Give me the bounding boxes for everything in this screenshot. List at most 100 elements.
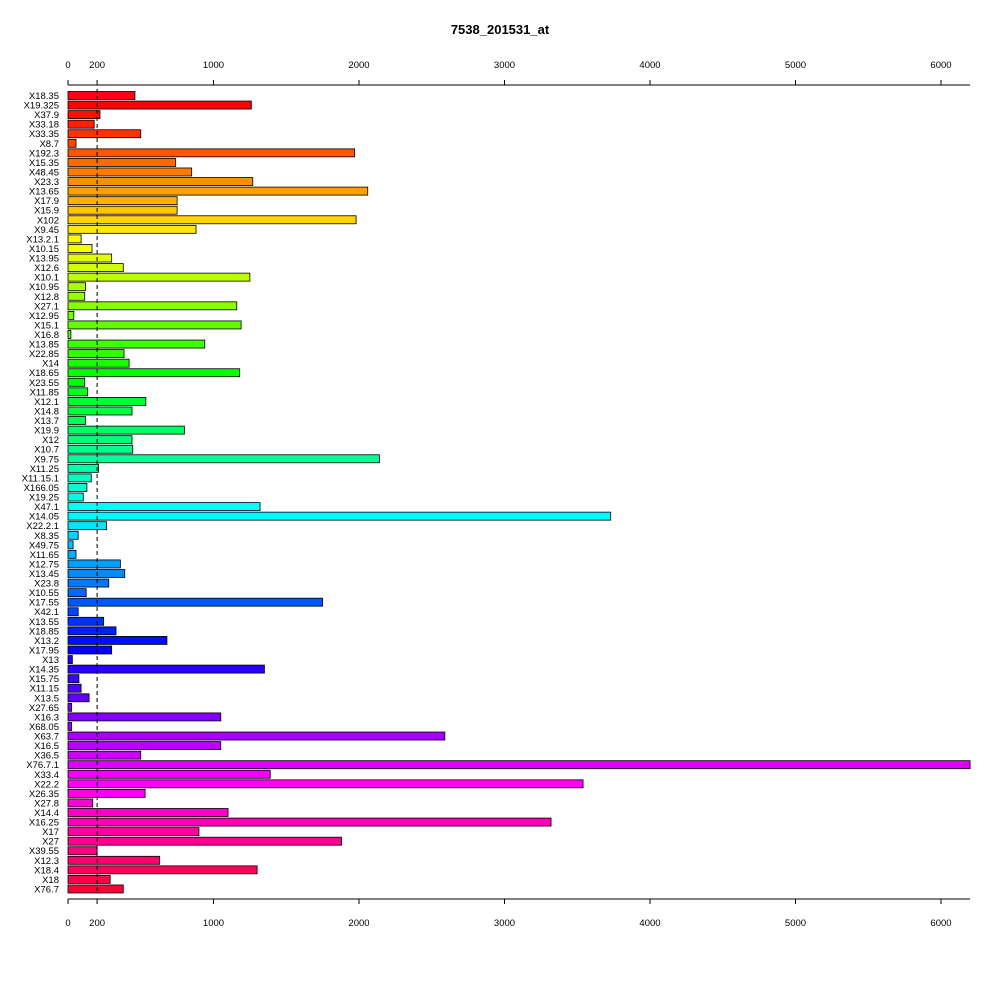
category-label: X11.15 xyxy=(30,684,59,695)
category-label: X15.9 xyxy=(34,206,59,217)
bar xyxy=(67,435,133,445)
bar xyxy=(67,607,79,617)
category-label: X14.4 xyxy=(34,808,59,819)
category-label: X14.8 xyxy=(34,406,59,417)
bar xyxy=(67,750,142,760)
bar xyxy=(67,559,121,569)
bar xyxy=(67,416,86,425)
bar xyxy=(67,91,136,100)
bar xyxy=(67,798,94,808)
category-label: X13.5 xyxy=(34,693,59,704)
category-label: X13.7 xyxy=(34,416,59,427)
category-label: X23.3 xyxy=(34,177,59,188)
x-tick-label-bottom: 1000 xyxy=(203,918,224,929)
bar xyxy=(67,444,134,454)
category-label: X166.05 xyxy=(24,483,59,494)
bar xyxy=(67,779,584,789)
category-label: X12.3 xyxy=(34,856,59,867)
bar xyxy=(67,167,193,177)
category-label: X49.75 xyxy=(29,540,59,551)
bar xyxy=(67,330,72,339)
category-label: X16.5 xyxy=(34,741,59,752)
category-label: X22.2 xyxy=(34,779,59,790)
bar xyxy=(67,788,146,798)
bar xyxy=(67,616,105,626)
category-label: X27.8 xyxy=(34,798,59,809)
category-label: X15.75 xyxy=(29,674,59,685)
bar xyxy=(67,138,77,148)
bar xyxy=(67,741,222,750)
x-tick-label-bottom: 5000 xyxy=(785,918,806,929)
category-label: X192.3 xyxy=(29,148,59,159)
bar xyxy=(67,119,95,129)
category-label: X10.7 xyxy=(34,445,59,456)
x-tick-label-top: 3000 xyxy=(494,60,515,71)
category-label: X18.4 xyxy=(34,865,59,876)
bar xyxy=(67,655,73,664)
bar xyxy=(67,263,124,272)
category-label: X12.6 xyxy=(34,263,59,274)
category-label: X11.25 xyxy=(30,464,59,475)
bar xyxy=(67,645,113,655)
category-label: X18.65 xyxy=(29,368,59,379)
category-label: X13.45 xyxy=(29,569,59,580)
bar xyxy=(67,626,117,636)
category-label: X22.2.1 xyxy=(26,521,59,532)
category-label: X37.9 xyxy=(34,110,59,121)
bar xyxy=(67,196,178,206)
category-label: X10.55 xyxy=(29,588,59,599)
bar xyxy=(67,186,369,196)
bar xyxy=(67,808,229,817)
category-label: X15.1 xyxy=(34,320,59,331)
category-label: X27 xyxy=(42,837,59,848)
bar xyxy=(67,368,241,378)
bar xyxy=(67,760,971,770)
category-label: X12.95 xyxy=(29,311,59,322)
bar xyxy=(67,349,125,359)
bar xyxy=(67,320,242,330)
bar xyxy=(67,521,107,531)
bar xyxy=(67,664,265,674)
category-label: X18.35 xyxy=(29,91,59,102)
bar xyxy=(67,148,356,158)
bar xyxy=(67,339,206,349)
bar xyxy=(67,205,178,215)
bar xyxy=(67,636,168,645)
x-axis-top: 0 200 1000 2000 3000 4000 5000 6000 xyxy=(65,60,970,86)
bar xyxy=(67,301,238,311)
category-label: X10.1 xyxy=(34,273,59,284)
category-label: X18.85 xyxy=(29,626,59,637)
bar xyxy=(67,569,126,578)
category-label: X23.8 xyxy=(34,579,59,590)
bar xyxy=(67,549,77,559)
category-label: X13.95 xyxy=(29,254,59,265)
category-label: X27.65 xyxy=(29,703,59,714)
bar xyxy=(67,473,92,483)
bar xyxy=(67,244,93,253)
bar-series xyxy=(67,91,971,894)
x-tick-label-top: 6000 xyxy=(930,60,951,71)
bar xyxy=(67,282,86,292)
x-tick-label-top: 5000 xyxy=(785,60,806,71)
bar xyxy=(67,406,133,416)
category-label: X13.55 xyxy=(29,617,59,628)
bar xyxy=(67,846,98,856)
bar xyxy=(67,588,87,598)
bar xyxy=(67,597,324,607)
category-label: X15.35 xyxy=(29,158,59,169)
x-tick-label-bottom: 6000 xyxy=(930,918,951,929)
category-label: X14.35 xyxy=(29,665,59,676)
x-tick-label-top: 2000 xyxy=(348,60,369,71)
bar xyxy=(67,110,101,120)
bar xyxy=(67,674,80,684)
x-tick-label-top: 4000 xyxy=(639,60,660,71)
category-label: X13 xyxy=(42,655,59,666)
bar xyxy=(67,836,342,846)
bar xyxy=(67,511,612,521)
category-label: X8.35 xyxy=(34,531,59,542)
category-label: X13.2 xyxy=(34,636,59,647)
x-tick-label-top: 1000 xyxy=(203,60,224,71)
bar xyxy=(67,722,73,731)
category-label: X39.55 xyxy=(29,846,59,857)
